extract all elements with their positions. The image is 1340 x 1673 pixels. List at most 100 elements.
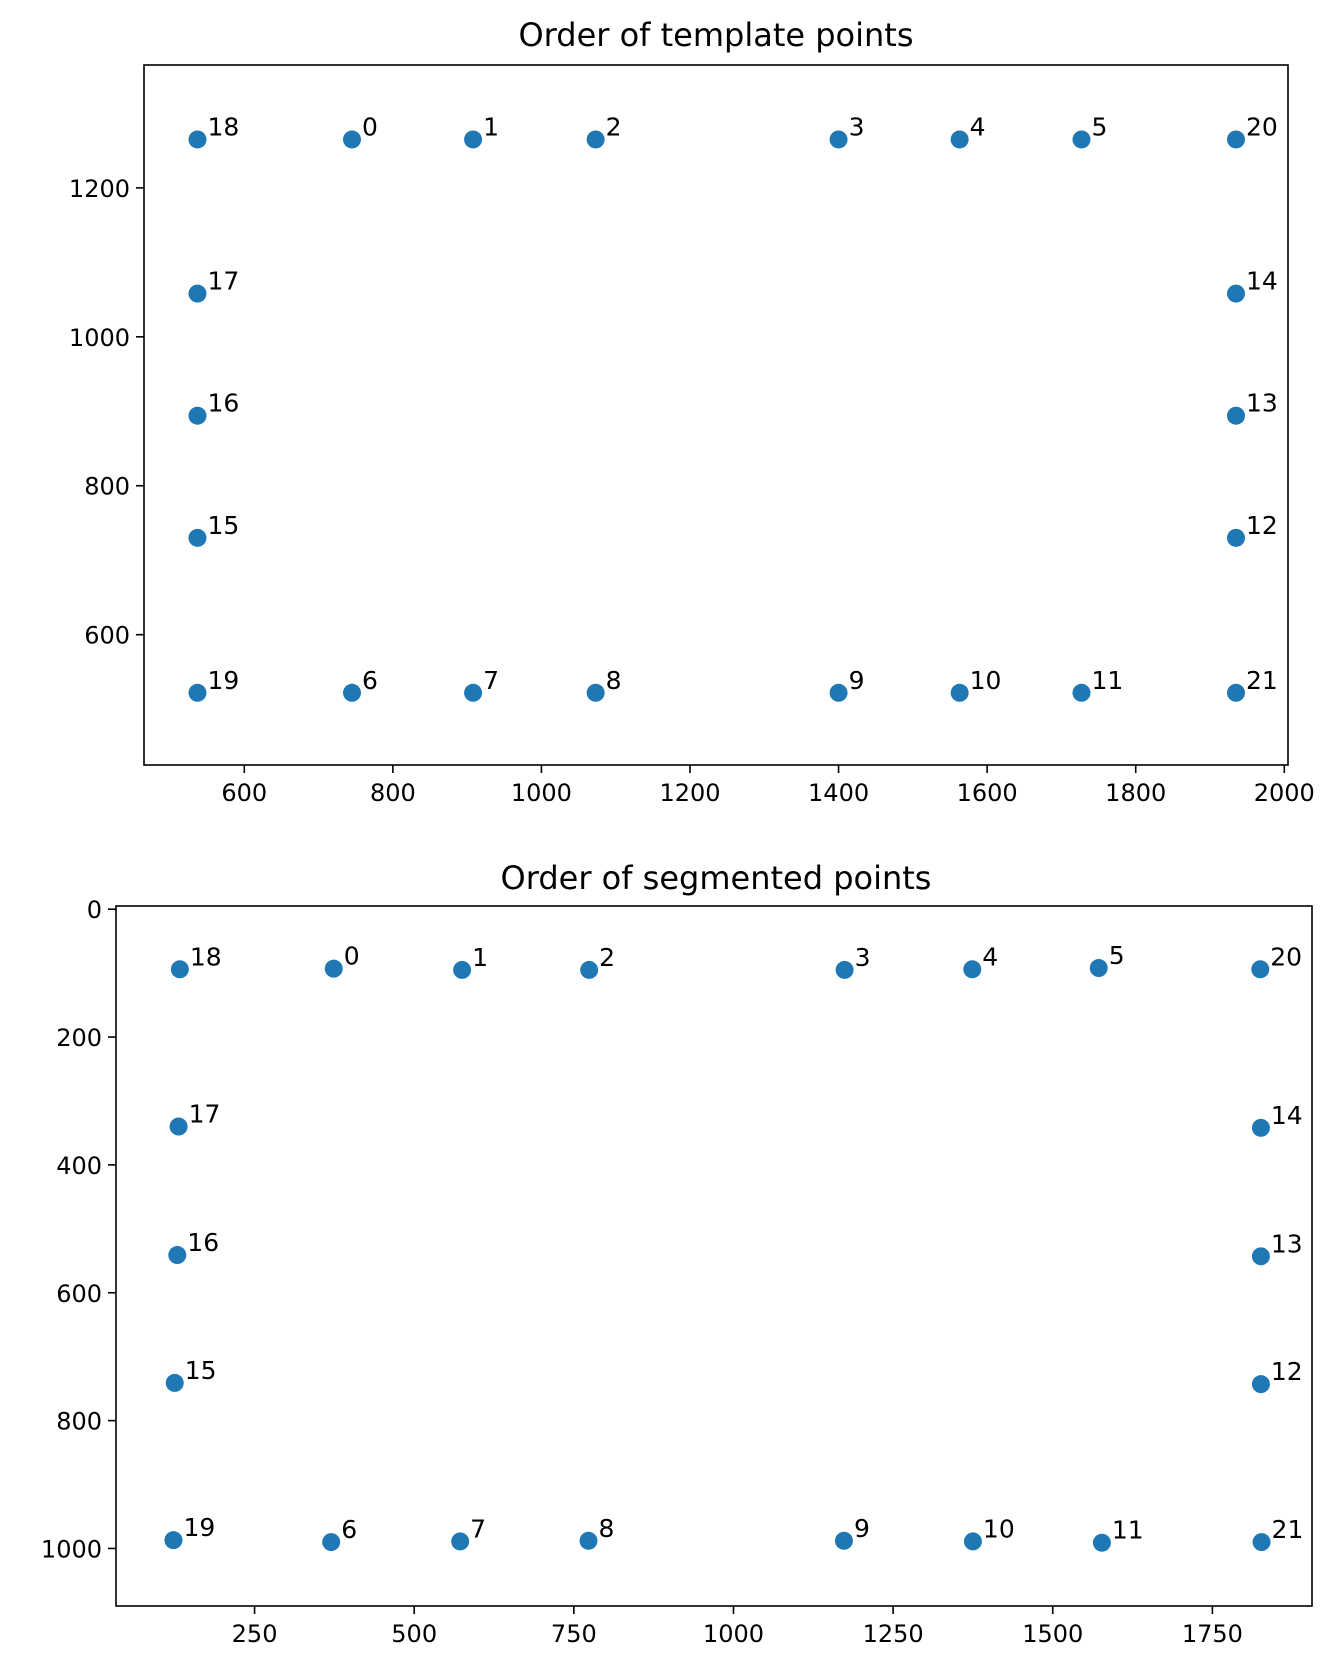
x-tick-label: 750 [551,1620,597,1648]
point-label: 18 [190,942,222,971]
plot-frame [143,64,1289,766]
point-label: 15 [185,1356,217,1385]
scatter-point [1227,406,1245,425]
scatter-point [835,960,854,979]
point-label: 9 [849,666,865,695]
chart-title: Order of template points [518,16,913,54]
x-tick-label: 1250 [863,1620,924,1648]
point-label: 14 [1271,1101,1303,1130]
scatter-points [164,959,1271,1552]
y-tick-label: 0 [87,896,102,924]
y-tick-label: 400 [56,1152,102,1180]
scatter-point [963,960,982,979]
point-label: 11 [1091,666,1123,695]
point-label: 15 [207,511,239,540]
point-label: 0 [344,942,360,971]
chart-title: Order of segmented points [501,859,932,897]
point-label: 6 [362,666,378,695]
x-tick-label: 1600 [957,779,1018,807]
x-tick-label: 1000 [511,779,572,807]
point-label: 11 [1112,1516,1144,1545]
y-tick-label: 200 [56,1024,102,1052]
scatter-point [1227,528,1245,547]
scatter-point [586,130,605,149]
scatter-points [188,130,1245,702]
scatter-point [950,130,969,149]
scatter-point [188,683,207,702]
scatter-point [464,130,483,149]
point-label: 3 [855,943,871,972]
scatter-point [188,406,207,425]
point-label: 20 [1270,942,1302,971]
x-tick-label: 1500 [1022,1620,1083,1648]
scatter-point [188,130,207,149]
point-label: 14 [1246,267,1278,296]
point-label: 19 [207,666,239,695]
y-tick-label: 1000 [41,1535,102,1563]
scatter-point [829,130,848,149]
segmented-points-chart: Order of segmented points 250 500 750 1000 1… [41,859,1313,1648]
x-axis: 250 500 750 1000 1250 1500 1750 [232,1606,1243,1648]
point-label: 3 [849,112,865,141]
point-label: 7 [470,1514,486,1543]
scatter-point [451,1532,470,1551]
y-axis: 600 800 1000 1200 [69,175,144,650]
x-tick-label: 500 [391,1620,437,1648]
scatter-point [834,1531,853,1550]
y-tick-label: 800 [56,1408,102,1436]
scatter-point [1072,683,1091,702]
scatter-point [464,683,483,702]
plot-frame [115,905,1313,1607]
point-label: 2 [606,112,622,141]
scatter-point [343,130,361,149]
template-points-chart: Order of template points 600 800 1000 1200 1… [69,16,1315,807]
point-label: 8 [606,666,622,695]
point-label: 20 [1246,112,1278,141]
point-label: 1 [483,112,499,141]
scatter-point [1251,1375,1270,1394]
point-label: 13 [1271,1229,1303,1258]
scatter-point [586,683,605,702]
scatter-point [170,960,189,979]
point-label: 19 [183,1513,215,1542]
scatter-point [164,1531,183,1550]
point-label: 4 [970,112,986,141]
point-label: 4 [982,942,998,971]
x-tick-label: 600 [221,779,267,807]
point-label: 5 [1109,941,1125,970]
y-tick-label: 600 [84,622,130,650]
point-label: 17 [189,1100,221,1129]
point-label: 16 [207,389,239,418]
scatter-point [188,284,207,303]
point-label: 9 [854,1514,870,1543]
x-tick-label: 1200 [659,779,720,807]
scatter-point [1072,130,1091,149]
y-tick-label: 1200 [69,175,130,203]
scatter-point [580,960,599,979]
scatter-point [963,1532,982,1551]
x-tick-label: 1750 [1182,1620,1243,1648]
scatter-point [453,960,472,979]
x-tick-label: 1800 [1105,779,1166,807]
point-label: 16 [187,1228,219,1257]
y-tick-label: 600 [56,1280,102,1308]
point-label: 17 [207,267,239,296]
scatter-point [1251,960,1270,979]
y-tick-label: 800 [84,473,130,501]
x-tick-label: 800 [370,779,416,807]
scatter-point [1089,959,1108,978]
point-label: 13 [1246,389,1278,418]
point-label: 1 [472,943,488,972]
scatter-point [1251,1118,1270,1137]
scatter-point [343,683,361,702]
x-tick-label: 250 [232,1620,278,1648]
scatter-point [324,959,343,978]
scatter-point [829,683,848,702]
y-axis: 0 200 400 600 800 1000 [41,896,116,1563]
scatter-point [1227,130,1245,149]
point-label: 21 [1272,1515,1304,1544]
scatter-point [1227,683,1245,702]
